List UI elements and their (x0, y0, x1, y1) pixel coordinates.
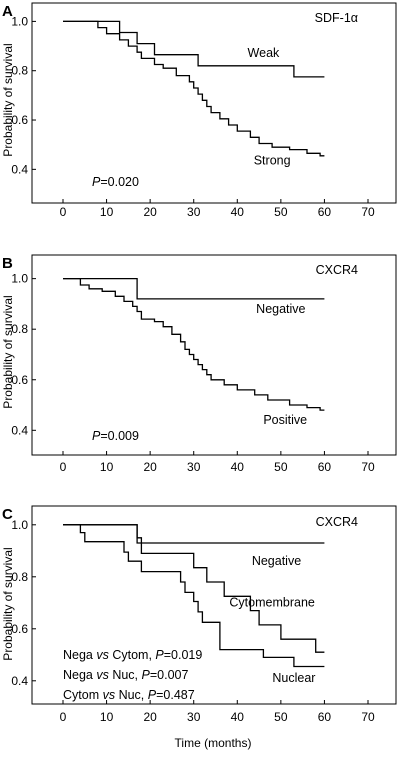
y-axis-label: Probability of survival (1, 43, 15, 156)
x-tick-label: 70 (361, 710, 375, 724)
y-tick-label: 1.0 (11, 14, 28, 28)
x-tick-label: 0 (60, 460, 67, 474)
plot-frame (31, 505, 397, 705)
y-tick-label: 0.4 (11, 674, 28, 688)
x-tick-label: 40 (231, 460, 245, 474)
x-tick-label: 50 (274, 205, 288, 219)
y-tick-label: 0.6 (11, 113, 28, 127)
plot-frame (31, 2, 397, 204)
p-value: P=0.020 (92, 175, 139, 189)
p-value: Cytom vs Nuc, P=0.487 (63, 688, 195, 702)
plot-frame (31, 254, 397, 456)
x-tick-label: 60 (318, 710, 332, 724)
x-tick-label: 30 (187, 460, 201, 474)
panel-letter: B (2, 255, 13, 272)
series-annotation: Positive (263, 413, 307, 427)
x-tick-label: 10 (100, 710, 114, 724)
series-annotation: Weak (248, 46, 280, 60)
x-tick-label: 30 (187, 710, 201, 724)
x-tick-label: 60 (318, 460, 332, 474)
panel-b: B Probability of survival 0 10 20 30 40 50 60 70 0… (1, 254, 397, 474)
x-tick-label: 40 (231, 710, 245, 724)
panel-letter: C (2, 506, 13, 523)
y-tick-label: 0.6 (11, 373, 28, 387)
x-tick-label: 30 (187, 205, 201, 219)
marker-label: CXCR4 (316, 263, 358, 277)
series-line-negative (63, 277, 325, 300)
y-tick-label: 0.6 (11, 622, 28, 636)
x-tick-label: 50 (274, 710, 288, 724)
y-tick-label: 0.4 (11, 162, 28, 176)
marker-label: SDF-1α (315, 11, 358, 25)
series-annotation: Strong (254, 153, 291, 167)
x-tick-label: 10 (100, 460, 114, 474)
series-annotation: Negative (256, 302, 305, 316)
x-axis-label: Time (months) (175, 736, 252, 750)
x-tick-label: 0 (60, 710, 67, 724)
series-annotation: Cytomembrane (229, 596, 314, 610)
x-tick-label: 20 (143, 205, 157, 219)
y-axis-label: Probability of survival (1, 295, 15, 408)
marker-label: CXCR4 (316, 515, 358, 529)
x-tick-label: 10 (100, 205, 114, 219)
y-tick-label: 0.8 (11, 64, 28, 78)
series-line-nuclear (63, 524, 325, 668)
series-line-negative (63, 524, 325, 544)
y-tick-label: 0.8 (11, 570, 28, 584)
y-axis-label: Probability of survival (1, 547, 15, 660)
p-value: Nega vs Cytom, P=0.019 (63, 648, 202, 662)
panel-c: C Probability of survival 0 10 20 30 40 50 60 70 0… (1, 505, 397, 724)
series-line-positive (63, 277, 325, 411)
y-tick-label: 1.0 (11, 518, 28, 532)
x-tick-label: 70 (361, 460, 375, 474)
panel-a: A Probability of survival 0 10 20 30 40 50 60 70 0… (1, 2, 397, 219)
x-tick-label: 20 (143, 460, 157, 474)
p-value: Nega vs Nuc, P=0.007 (63, 668, 188, 682)
x-tick-label: 70 (361, 205, 375, 219)
x-tick-label: 20 (143, 710, 157, 724)
series-annotation: Nuclear (272, 671, 315, 685)
series-line-weak (63, 20, 325, 78)
x-tick-label: 50 (274, 460, 288, 474)
panel-letter: A (2, 3, 13, 20)
series-line-strong (63, 20, 325, 157)
series-line-cytomembrane (63, 524, 325, 653)
y-tick-label: 1.0 (11, 272, 28, 286)
p-value: P=0.009 (92, 429, 139, 443)
x-tick-label: 0 (60, 205, 67, 219)
x-tick-label: 40 (231, 205, 245, 219)
y-tick-label: 0.4 (11, 423, 28, 437)
x-tick-label: 60 (318, 205, 332, 219)
y-tick-label: 0.8 (11, 322, 28, 336)
series-annotation: Negative (252, 554, 301, 568)
